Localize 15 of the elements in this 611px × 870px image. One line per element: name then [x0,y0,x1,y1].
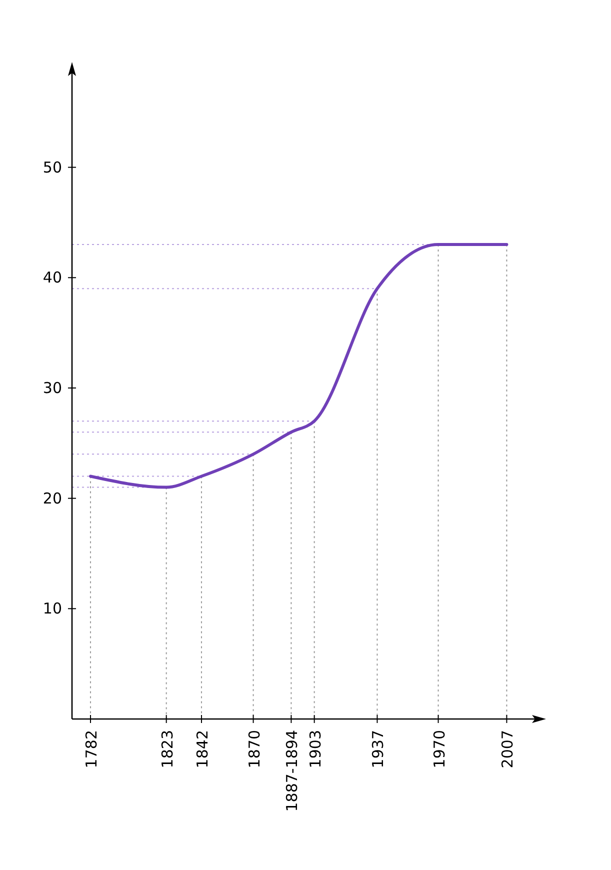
x-tick-label: 1970 [430,730,448,768]
x-tick-label: 1842 [193,730,212,768]
x-tick-label: 1937 [369,730,388,768]
y-tick-label: 50 [42,158,62,176]
x-tick-label: 1870 [245,730,264,768]
x-tick-label: 1903 [306,730,324,768]
line-series [89,243,508,489]
y-tick-label: 20 [42,489,62,508]
x-tick-label: 1887-1894 [283,730,302,812]
x-tick-label: 2007 [498,730,517,768]
x-tick-label: 1823 [158,730,176,768]
y-tick-label: 30 [42,378,62,397]
x-tick-label: 1782 [82,730,100,768]
y-tick-label: 10 [42,600,62,618]
y-tick-label: 40 [42,268,62,287]
